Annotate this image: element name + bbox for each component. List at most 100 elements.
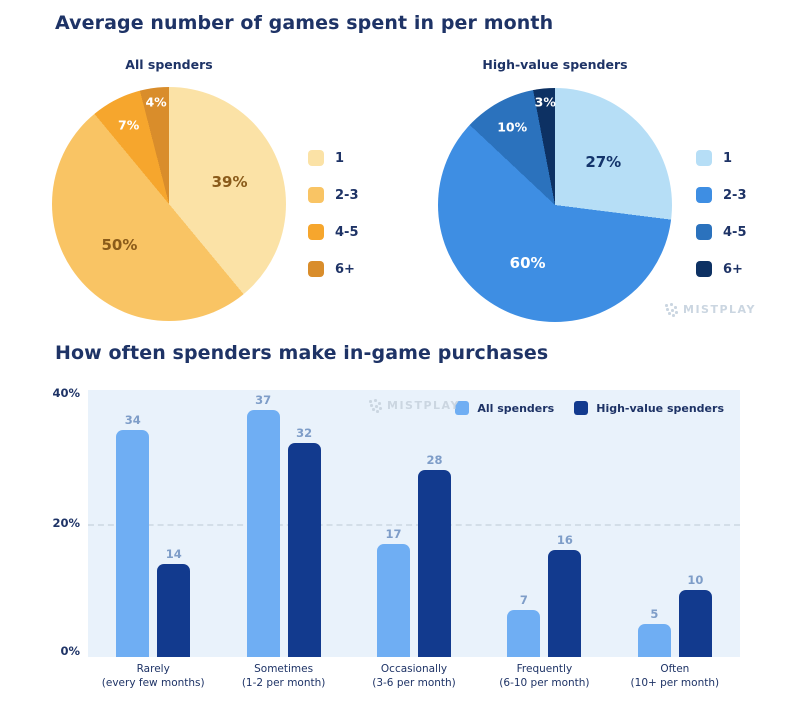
bar-category-labels: Rarely (every few months) Sometimes (1-2 pe…	[88, 663, 740, 690]
pie-high-value-title: High-value spenders	[482, 57, 628, 72]
bar-with-label: 10	[678, 390, 712, 657]
bar-value-label: 17	[385, 526, 402, 541]
bar-with-label: 28	[418, 390, 452, 657]
bar	[246, 410, 280, 657]
pie-chart-high-value-spenders: 27% 60% 10% 3%	[438, 88, 672, 322]
legend-label: High-value spenders	[596, 401, 724, 415]
bar-with-label: 32	[287, 390, 321, 657]
bar-plot-area: 34 14 37 32 17 28 7 16 5 10 All spenders High-valu…	[88, 390, 740, 657]
category-label: Sometimes (1-2 per month)	[241, 663, 326, 689]
category-label: Often (10+ per month)	[630, 663, 720, 689]
bar-with-label: 5	[637, 390, 671, 657]
bar	[116, 430, 150, 657]
pie-legend-item: 6+	[308, 261, 359, 277]
legend-label: 6+	[335, 261, 355, 277]
pie-legend-item: 1	[308, 150, 359, 166]
pie-legend-item: 1	[696, 150, 747, 166]
legend-label: 6+	[723, 261, 743, 277]
bar-value-label: 28	[426, 453, 443, 468]
bar-group: 5 10	[610, 390, 740, 657]
bar-value-label: 14	[165, 546, 182, 561]
category-label: Frequently (6-10 per month)	[499, 663, 590, 689]
mistplay-logo-icon	[664, 303, 677, 316]
bar	[157, 563, 191, 657]
bar-with-label: 34	[116, 390, 150, 657]
legend-swatch	[696, 261, 712, 277]
pie-all-spenders-title: All spenders	[125, 57, 213, 72]
mistplay-wordmark: MISTPLAY	[683, 303, 756, 316]
bar-group: 7 16	[479, 390, 609, 657]
y-axis-tick-0: 0%	[60, 644, 80, 658]
mistplay-watermark: MISTPLAY	[664, 303, 756, 316]
legend-label: 4-5	[723, 224, 747, 240]
pie-legend-item: 4-5	[308, 224, 359, 240]
pie-slice-label: 7%	[118, 117, 140, 133]
pie-section-title: Average number of games spent in per mon…	[55, 12, 554, 34]
y-axis-tick-40: 40%	[52, 386, 80, 400]
pie-legend-item: 6+	[696, 261, 747, 277]
pie-chart-all-spenders: 39% 50% 7% 4%	[52, 87, 286, 321]
legend-swatch	[696, 187, 712, 203]
bar	[507, 610, 541, 657]
bar-group: 17 28	[349, 390, 479, 657]
gridline-20-percent	[88, 523, 740, 526]
pie-slice-label: 27%	[585, 153, 622, 172]
legend-label: 4-5	[335, 224, 359, 240]
bar-group: 37 32	[218, 390, 348, 657]
legend-label: 2-3	[335, 187, 359, 203]
category-label: Rarely (every few months)	[101, 663, 205, 689]
legend-label: All spenders	[477, 401, 555, 415]
legend-swatch	[308, 224, 324, 240]
bar-value-label: 10	[687, 573, 704, 588]
bar-group: 34 14	[88, 390, 218, 657]
bar	[287, 443, 321, 657]
bar-groups: 34 14 37 32 17 28 7 16 5 10	[88, 390, 740, 657]
legend-swatch	[696, 150, 712, 166]
pie-slice-label: 10%	[497, 119, 528, 135]
bar	[678, 590, 712, 657]
bar-section-title: How often spenders make in-game purchase…	[55, 342, 549, 364]
bar-with-label: 37	[246, 390, 280, 657]
bar	[637, 623, 671, 657]
mistplay-watermark: MISTPLAY	[368, 399, 460, 412]
legend-swatch	[574, 401, 589, 415]
bar-with-label: 16	[548, 390, 582, 657]
bar-value-label: 7	[519, 593, 528, 608]
mistplay-wordmark: MISTPLAY	[387, 399, 460, 412]
legend-swatch	[455, 401, 470, 415]
bar-with-label: 14	[157, 390, 191, 657]
bar-value-label: 5	[650, 606, 659, 621]
category-label: Occasionally (3-6 per month)	[372, 663, 456, 689]
pie-slice-label: 39%	[211, 173, 248, 192]
bar	[377, 543, 411, 657]
pie-slice-label: 3%	[534, 94, 556, 110]
legend-label: 2-3	[723, 187, 747, 203]
pie-slice-label: 4%	[145, 94, 167, 110]
legend-swatch	[308, 187, 324, 203]
bar-with-label: 7	[507, 390, 541, 657]
y-axis-tick-20: 20%	[52, 516, 80, 530]
legend-swatch	[308, 261, 324, 277]
pie-slice-label: 60%	[509, 254, 546, 273]
legend-swatch	[696, 224, 712, 240]
pie-legend-high-value: 1 2-3 4-5 6+	[696, 150, 747, 277]
pie-slice-label: 50%	[101, 236, 138, 255]
bar-value-label: 16	[556, 533, 573, 548]
bar-value-label: 32	[296, 426, 313, 441]
bar	[418, 470, 452, 657]
bar-legend-item: All spenders	[455, 401, 554, 415]
pie-legend-item: 2-3	[696, 187, 747, 203]
pie-legend-item: 4-5	[696, 224, 747, 240]
pie-legend-item: 2-3	[308, 187, 359, 203]
bar	[548, 550, 582, 657]
legend-label: 1	[335, 150, 345, 166]
pie-legend-all-spenders: 1 2-3 4-5 6+	[308, 150, 359, 277]
bar-with-label: 17	[377, 390, 411, 657]
bar-legend-item: High-value spenders	[574, 401, 724, 415]
bar-chart-legend: All spenders High-value spenders	[455, 401, 724, 415]
bar-value-label: 37	[255, 393, 272, 408]
mistplay-logo-icon	[368, 399, 381, 412]
bar-value-label: 34	[124, 413, 141, 428]
legend-label: 1	[723, 150, 733, 166]
